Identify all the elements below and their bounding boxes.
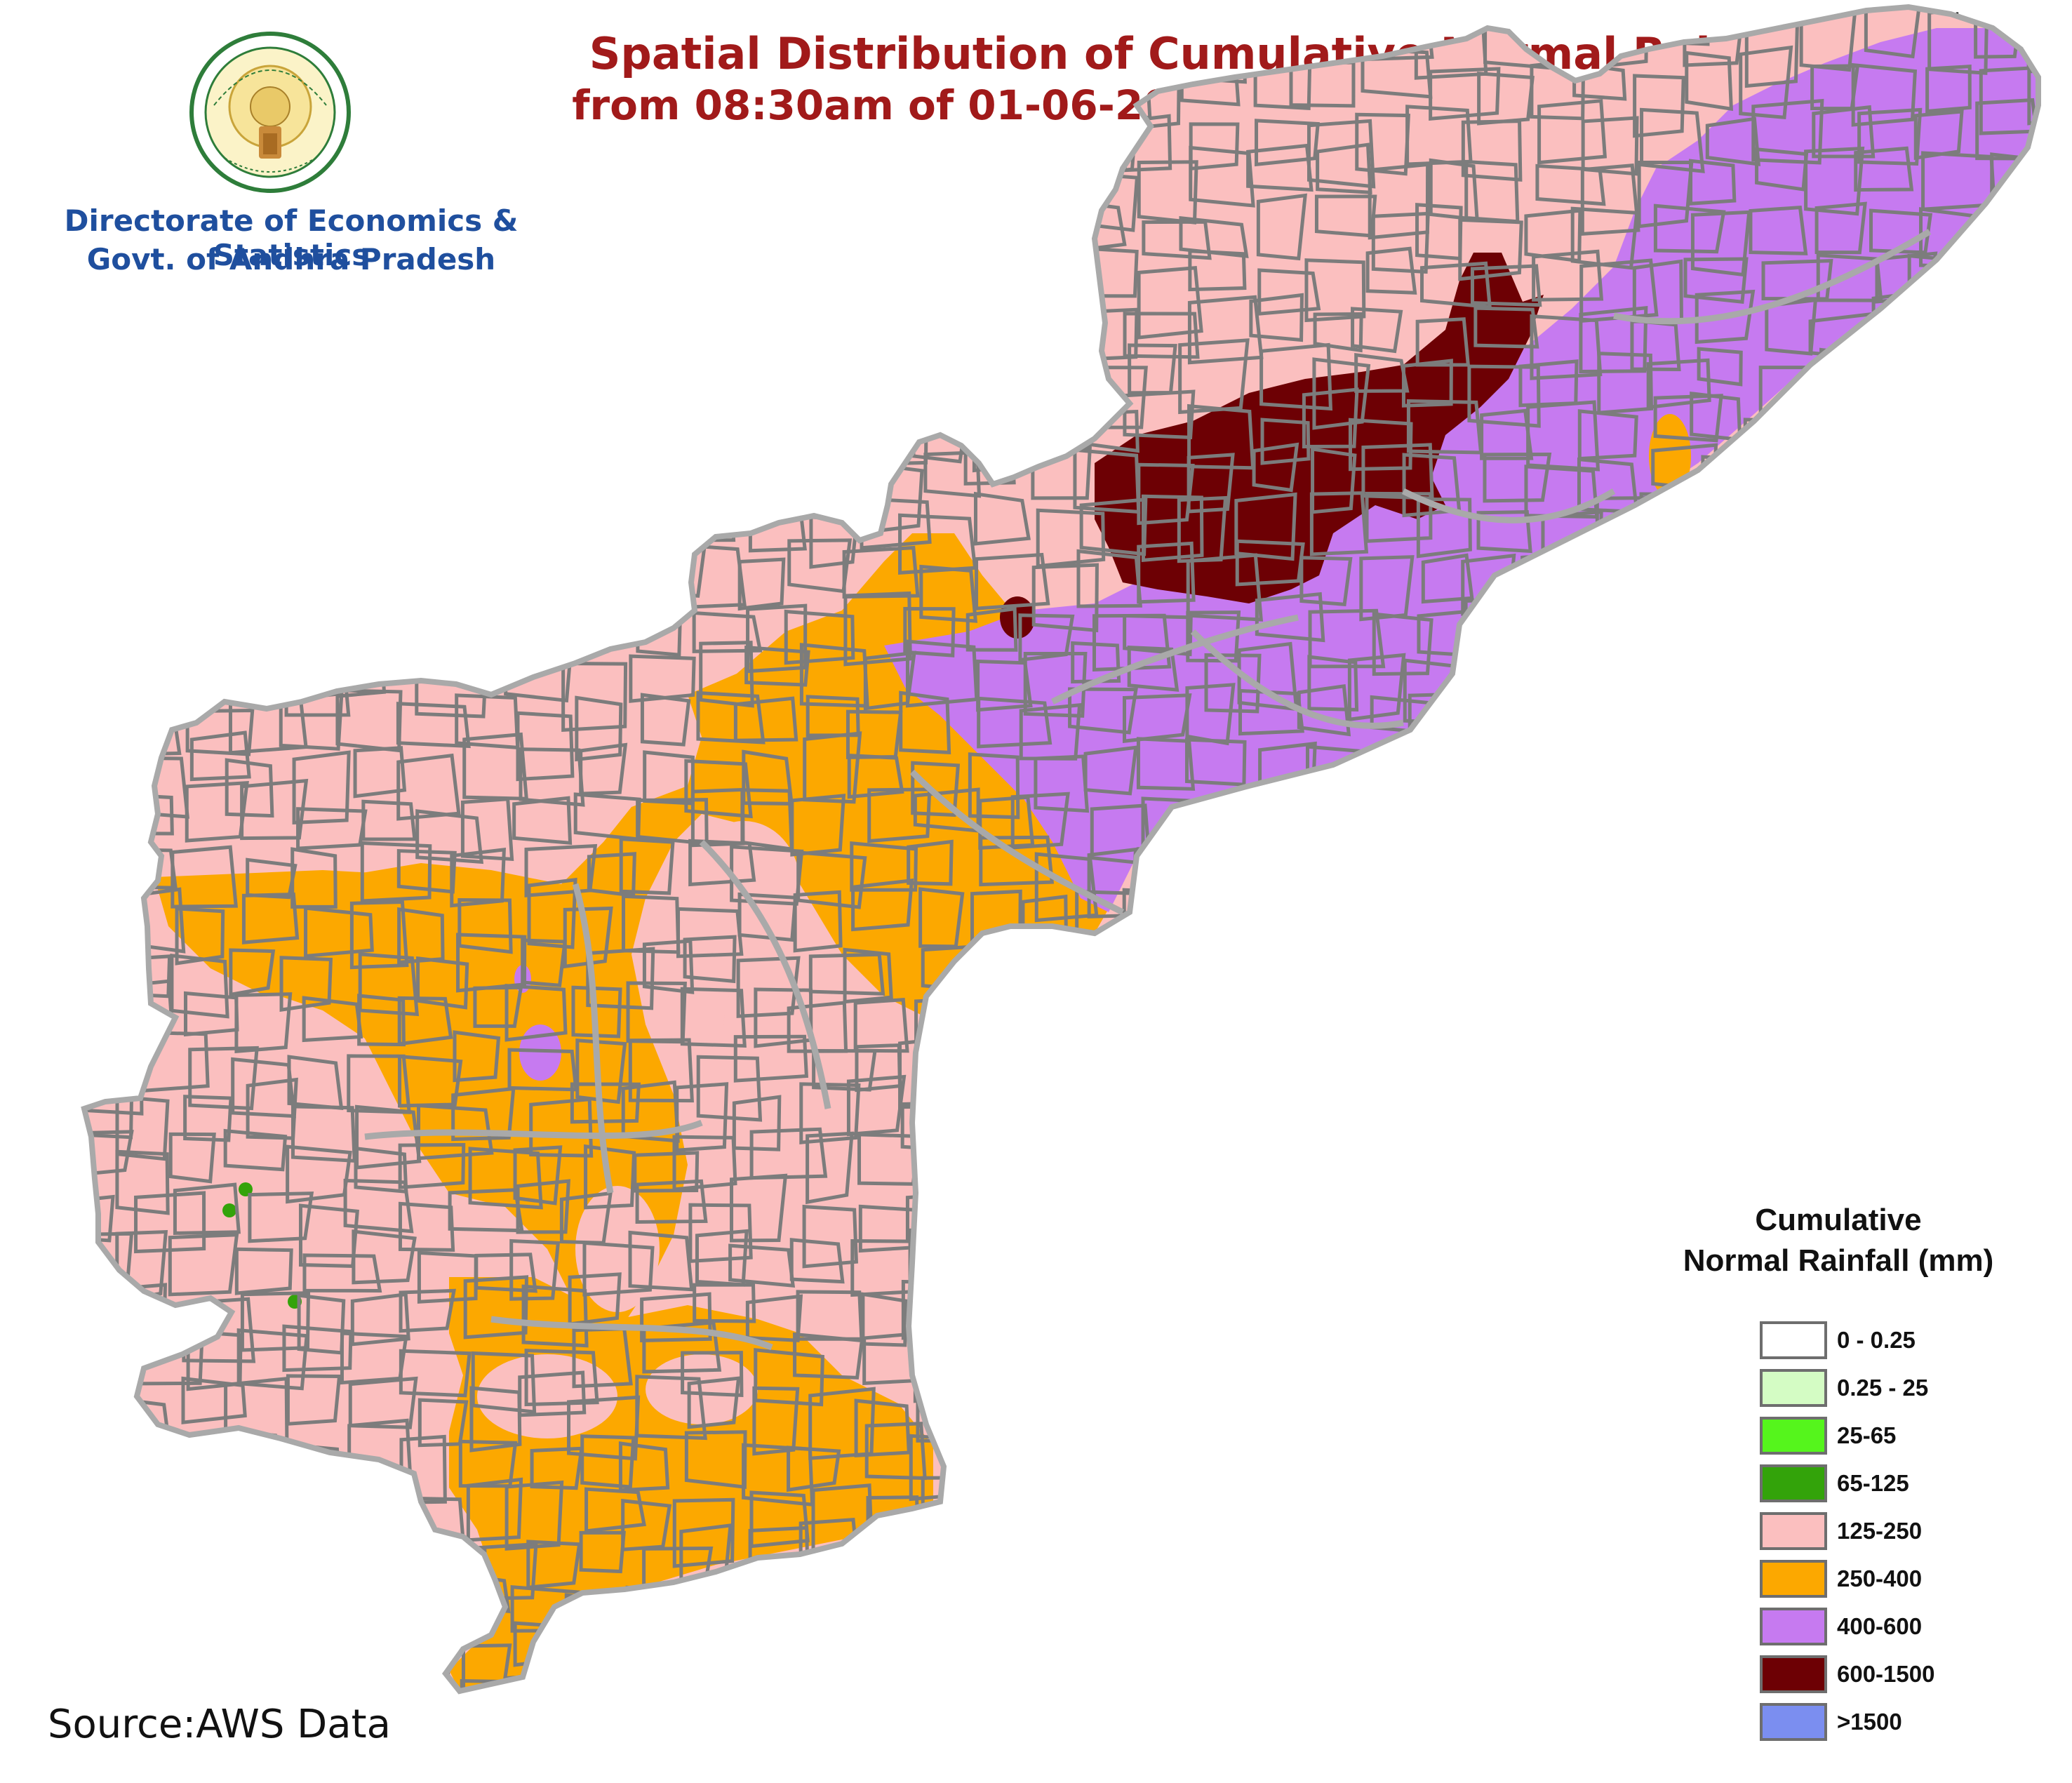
source-note: Source:AWS Data <box>48 1702 391 1747</box>
legend-swatch <box>1760 1560 1827 1598</box>
legend-item: 65-125 <box>1760 1460 2035 1507</box>
legend-swatch <box>1760 1321 1827 1359</box>
legend-label: 65-125 <box>1837 1470 1909 1496</box>
legend-label: >1500 <box>1837 1709 1902 1735</box>
legend-item: 600-1500 <box>1760 1650 2035 1698</box>
legend-item: 125-250 <box>1760 1507 2035 1555</box>
legend: Cumulative Normal Rainfall (mm) 0 - 0.25… <box>1642 1200 2035 1746</box>
zone-600-1500 <box>1000 596 1035 639</box>
legend-item: 0.25 - 25 <box>1760 1364 2035 1412</box>
organization-government: Govt. of Andhra Pradesh <box>86 242 496 276</box>
legend-items: 0 - 0.25 0.25 - 25 25-65 65-125 125-250 … <box>1760 1316 2035 1746</box>
legend-swatch <box>1760 1703 1827 1741</box>
legend-label: 125-250 <box>1837 1518 1923 1544</box>
legend-swatch <box>1760 1464 1827 1502</box>
legend-label: 25-65 <box>1837 1422 1897 1448</box>
legend-swatch <box>1760 1608 1827 1645</box>
legend-item: 25-65 <box>1760 1412 2035 1460</box>
state-outline <box>81 4 2041 1695</box>
legend-swatch <box>1760 1369 1827 1407</box>
government-seal-logo <box>189 32 351 193</box>
legend-title-line1: Cumulative <box>1755 1203 1922 1237</box>
legend-item: 400-600 <box>1760 1603 2035 1650</box>
legend-item: 250-400 <box>1760 1555 2035 1603</box>
legend-item: 0 - 0.25 <box>1760 1316 2035 1364</box>
legend-label: 250-400 <box>1837 1565 1923 1591</box>
legend-swatch <box>1760 1512 1827 1550</box>
legend-swatch <box>1760 1417 1827 1455</box>
legend-label: 600-1500 <box>1837 1661 1935 1687</box>
legend-item: >1500 <box>1760 1698 2035 1746</box>
legend-label: 400-600 <box>1837 1613 1923 1639</box>
legend-label: 0 - 0.25 <box>1837 1327 1916 1353</box>
organization-name: Directorate of Economics & Statistics <box>64 203 519 272</box>
district-boundaries <box>364 229 1932 1351</box>
legend-label: 0.25 - 25 <box>1837 1375 1929 1401</box>
legend-title-line2: Normal Rainfall (mm) <box>1683 1243 1994 1278</box>
zone-65-125-point <box>222 1203 236 1217</box>
legend-swatch <box>1760 1655 1827 1693</box>
zone-65-125-point <box>239 1182 253 1196</box>
